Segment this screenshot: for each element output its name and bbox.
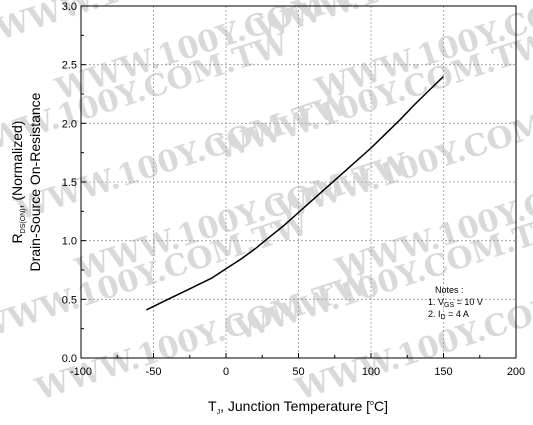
y-tick-label: 0.0 <box>62 353 77 365</box>
y-axis-title-line2: Drain-Source On-Resistance <box>27 92 43 271</box>
y-tick-label: 3.0 <box>62 1 77 13</box>
series-layer <box>145 75 445 311</box>
y-tick-label: 2.0 <box>62 118 77 130</box>
plot-frame <box>80 5 517 359</box>
x-tick-label: 150 <box>434 366 452 378</box>
x-tick-labels: -100 -50 0 50 100 150 200 <box>70 366 525 378</box>
y-tick-label: 0.5 <box>62 294 77 306</box>
y-tick-label: 1.0 <box>62 236 77 248</box>
x-tick-label: 200 <box>507 366 525 378</box>
y-axis-title-line1: RDS(ON), (Normalized) <box>9 121 27 244</box>
x-tick-label: -100 <box>70 366 92 378</box>
notes-box: Notes : 1. VGS = 10 V 2. ID = 4 A <box>428 285 483 321</box>
x-axis-title: TJ, Junction Temperature [oC] <box>208 398 388 416</box>
x-tick-label: 100 <box>362 366 380 378</box>
notes-title: Notes : <box>435 285 464 295</box>
notes-line1: 1. VGS = 10 V <box>428 297 483 309</box>
x-tick-label: 0 <box>223 366 229 378</box>
watermark-layer: WWW.100Y.COM.TWWWW.100Y.COM.TWWWW.100Y.C… <box>0 0 533 408</box>
y-tick-label: 1.5 <box>62 177 77 189</box>
notes-line2: 2. ID = 4 A <box>428 309 469 321</box>
y-tick-label: 2.5 <box>62 60 77 72</box>
grid <box>81 6 516 358</box>
rds-on-curve <box>145 75 445 311</box>
y-tick-labels: 0.0 0.5 1.0 1.5 2.0 2.5 3.0 <box>62 1 77 365</box>
x-tick-label: -50 <box>146 366 162 378</box>
x-tick-label: 50 <box>292 366 304 378</box>
